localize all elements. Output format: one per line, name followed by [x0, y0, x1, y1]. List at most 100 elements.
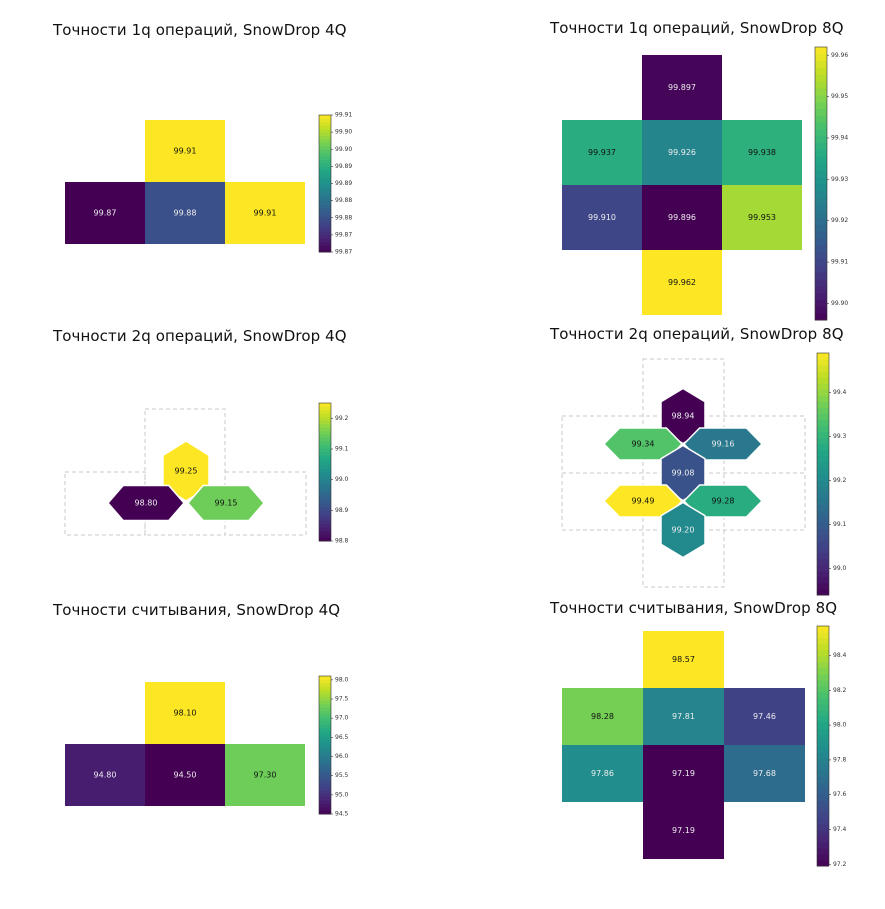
cell-value-label: 98.57 [672, 655, 695, 664]
heatmap-cell [145, 182, 225, 244]
colorbar-segment [817, 824, 829, 831]
colorbar-segment [319, 689, 331, 694]
colorbar-segment [319, 447, 331, 452]
colorbar-segment [319, 727, 331, 732]
colorbar-tick-label: 99.87 [335, 231, 352, 238]
colorbar-segment [817, 431, 829, 439]
colorbar-segment [817, 492, 829, 499]
heatmap-cell [225, 182, 305, 244]
colorbar-segment [815, 224, 827, 232]
cell-value-label: 97.68 [753, 769, 776, 778]
heatmap-cell [724, 688, 805, 745]
colorbar-tick-label: 99.90 [335, 129, 352, 136]
colorbar-segment [815, 115, 827, 123]
colorbar-segment [319, 138, 331, 143]
colorbar-segment [817, 383, 829, 390]
colorbar-segment [817, 558, 829, 566]
colorbar-segment [815, 299, 827, 307]
colorbar-segment [319, 156, 331, 161]
colorbar-tick-label: 98.2 [833, 687, 847, 694]
colorbar-segment [815, 183, 827, 191]
colorbar-segment [319, 489, 331, 494]
heatmap-cell [562, 688, 643, 745]
cell-value-label: 97.81 [672, 712, 695, 721]
colorbar-segment [815, 128, 827, 137]
colorbar-segment [817, 788, 829, 795]
colorbar-segment [817, 698, 829, 705]
colorbar-segment [319, 755, 331, 760]
chart-title-2q-4q: Точности 2q операций, SnowDrop 4Q [53, 327, 347, 345]
colorbar-segment [319, 527, 331, 532]
colorbar-segment [815, 285, 827, 294]
colorbar-segment [319, 403, 331, 407]
colorbar-segment [817, 546, 829, 554]
colorbar-segment [319, 758, 331, 763]
colorbar-segment [319, 509, 331, 514]
colorbar-tick-label: 98.4 [833, 652, 847, 659]
colorbar-segment [319, 186, 331, 191]
grid-outline [64, 471, 146, 536]
cell-value-label: 99.91 [254, 209, 277, 218]
colorbar-segment [815, 135, 827, 144]
colorbar-segment [817, 534, 829, 542]
colorbar-segment [319, 430, 331, 435]
colorbar-tick-label: 99.96 [831, 52, 848, 59]
colorbar-segment [815, 94, 827, 103]
colorbar-segment [815, 149, 827, 157]
colorbar-segment [815, 176, 827, 184]
colorbar-segment [319, 200, 331, 205]
cell-value-label: 99.897 [668, 83, 696, 92]
colorbar-segment [319, 745, 331, 749]
colorbar-frame [816, 352, 830, 596]
colorbar-segment [319, 234, 331, 239]
cell-value-label: 98.10 [174, 709, 197, 718]
colorbar-segment [319, 762, 331, 767]
colorbar-segment [319, 786, 331, 791]
cell-value-label: 99.16 [712, 440, 735, 449]
colorbar-segment [817, 782, 829, 789]
colorbar-segment [817, 437, 829, 445]
chart-title-readout-8q: Точности считывания, SnowDrop 8Q [550, 599, 838, 617]
colorbar-segment [817, 522, 829, 529]
cell-value-label: 99.08 [672, 469, 695, 478]
heatmap-cell [722, 185, 802, 250]
colorbar-segment [319, 738, 331, 743]
hexagon-edge-cell [660, 444, 706, 502]
colorbar-segment [319, 482, 331, 487]
colorbar-segment [319, 803, 331, 808]
colorbar-segment [815, 244, 827, 253]
colorbar-segment [319, 437, 331, 442]
colorbar-tick-label: 99.91 [335, 112, 352, 119]
colorbar-segment [319, 693, 331, 698]
colorbar-segment [319, 173, 331, 178]
cell-value-label: 99.25 [175, 467, 198, 476]
colorbar-segment [319, 776, 331, 780]
colorbar-segment [817, 746, 829, 753]
cell-value-label: 99.91 [174, 147, 197, 156]
colorbar-segment [817, 564, 829, 572]
colorbar-segment [319, 214, 331, 219]
colorbar-segment [817, 644, 829, 651]
colorbar-segment [319, 169, 331, 174]
heatmap-cell [643, 688, 724, 745]
colorbar-segment [319, 427, 331, 432]
colorbar-segment [319, 496, 331, 501]
cell-value-label: 97.19 [672, 826, 695, 835]
colorbar-segment [319, 720, 331, 725]
colorbar-segment [319, 492, 331, 497]
colorbar-tick-label: 99.88 [335, 214, 352, 221]
colorbar-segment [319, 789, 331, 794]
colorbar-segment [817, 728, 829, 735]
colorbar-segment [817, 848, 829, 855]
heatmap-cell [642, 55, 722, 120]
colorbar-segment [319, 142, 331, 147]
colorbar-segment [319, 520, 331, 525]
colorbar-segment [817, 860, 829, 867]
colorbar-segment [319, 741, 331, 746]
colorbar-segment [319, 152, 331, 157]
colorbar-segment [319, 700, 331, 705]
colorbar-tick-label: 98.9 [335, 507, 349, 514]
colorbar-segment [319, 145, 331, 150]
cell-value-label: 94.80 [94, 771, 117, 780]
